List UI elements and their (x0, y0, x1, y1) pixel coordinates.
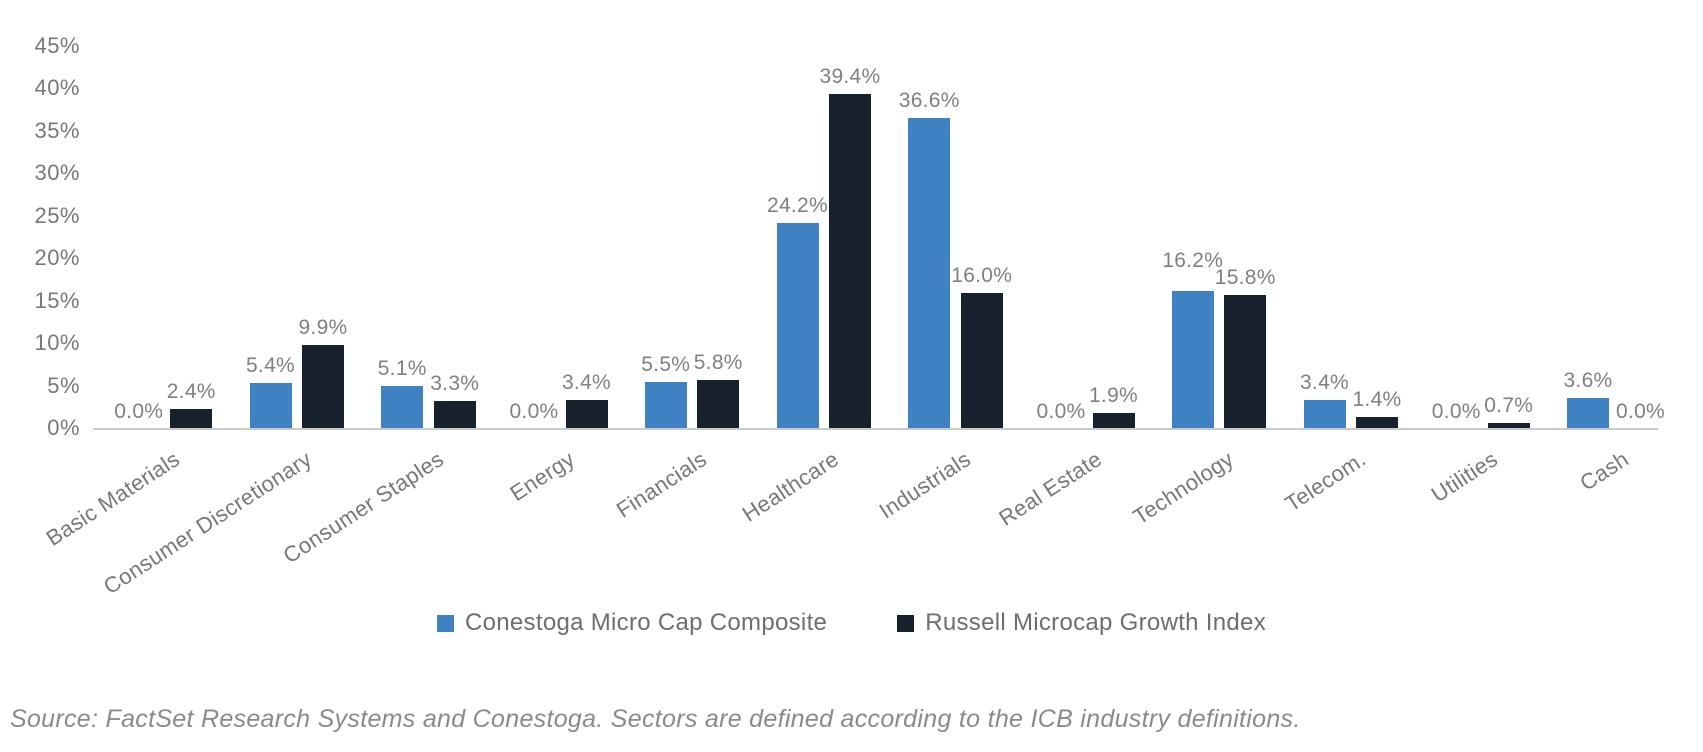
legend-item-russell: Russell Microcap Growth Index (897, 609, 1266, 637)
bar-russell (829, 94, 871, 429)
bar-value-label: 0.0% (1615, 400, 1666, 423)
bar-russell (302, 345, 344, 429)
legend-label-conestoga: Conestoga Micro Cap Composite (464, 609, 828, 636)
bar-russell (1356, 417, 1398, 429)
bar-value-label: 9.9% (298, 316, 348, 339)
legend-swatch-russell (897, 614, 915, 632)
bar-conestoga (644, 382, 687, 429)
y-axis-tick-label: 45% (34, 32, 80, 58)
bar-value-label: 1.4% (1352, 388, 1402, 411)
legend-swatch-conestoga (436, 614, 454, 632)
bar-value-label: 5.1% (377, 357, 427, 380)
bar-value-label: 0.0% (114, 400, 164, 423)
bar-value-label: 16.2% (1162, 249, 1224, 272)
bar-russell (565, 400, 608, 429)
y-axis-tick-label: 25% (34, 202, 80, 228)
bar-value-label: 24.2% (766, 194, 829, 217)
bar-value-label: 15.8% (1214, 266, 1276, 289)
bar-russell (697, 380, 740, 429)
legend-item-conestoga: Conestoga Micro Cap Composite (436, 609, 828, 637)
bar-russell (433, 401, 476, 429)
source-note: Source: FactSet Research Systems and Con… (10, 705, 1301, 733)
bar-value-label: 0.0% (509, 400, 559, 423)
bar-conestoga (1567, 398, 1609, 429)
bar-value-label: 5.4% (245, 354, 296, 377)
y-axis-tick-label: 5% (47, 372, 80, 398)
y-axis-tick-label: 20% (34, 245, 80, 270)
bar-value-label: 16.0% (951, 264, 1013, 287)
chart-legend: Conestoga Micro Cap Composite Russell Mi… (0, 609, 1703, 637)
bar-conestoga (908, 118, 951, 429)
y-axis-tick-label: 35% (34, 117, 80, 143)
y-axis-tick-label: 40% (34, 75, 80, 100)
bar-value-label: 0.0% (1431, 400, 1481, 423)
bar-value-label: 36.6% (898, 89, 960, 112)
legend-label-russell: Russell Microcap Growth Index (925, 609, 1267, 636)
y-axis-tick-label: 10% (34, 330, 80, 355)
bar-value-label: 2.4% (166, 380, 216, 403)
bar-value-label: 0.7% (1484, 394, 1534, 417)
bar-russell (170, 409, 213, 429)
bar-value-label: 3.3% (430, 372, 480, 395)
bar-value-label: 5.8% (693, 351, 743, 374)
bar-value-label: 0.0% (1036, 400, 1086, 423)
bar-value-label: 39.4% (819, 65, 881, 88)
bar-conestoga (381, 386, 424, 429)
bar-value-label: 3.6% (1563, 369, 1613, 392)
x-axis-line (93, 428, 1658, 430)
bar-russell (960, 293, 1003, 429)
bar-russell (1224, 295, 1267, 429)
bar-conestoga (1303, 400, 1346, 429)
bar-russell (1487, 423, 1530, 429)
bar-value-label: 1.9% (1088, 384, 1139, 407)
y-axis-tick-label: 30% (34, 160, 80, 185)
y-axis-tick-label: 15% (34, 287, 80, 313)
bar-conestoga (1171, 291, 1214, 429)
bar-conestoga (249, 383, 292, 429)
bar-value-label: 3.4% (1299, 371, 1350, 394)
bar-value-label: 5.5% (641, 353, 691, 376)
bar-conestoga (776, 223, 819, 429)
bar-russell (1092, 413, 1135, 429)
bar-value-label: 3.4% (561, 371, 612, 394)
y-axis-tick-label: 0% (47, 415, 80, 440)
